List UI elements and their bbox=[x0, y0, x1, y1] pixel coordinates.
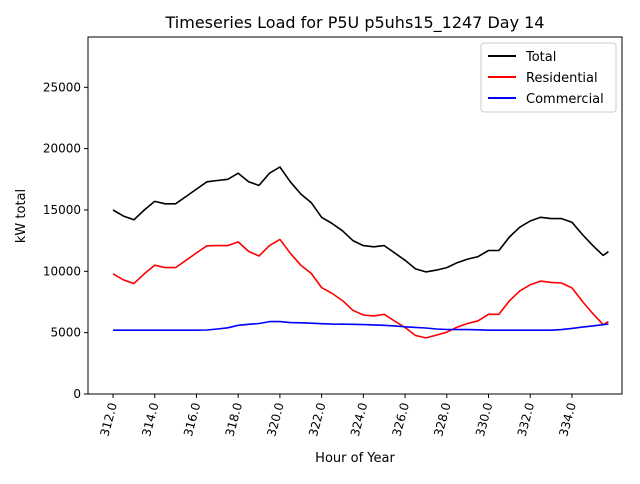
y-axis: 0 5000 10000 15000 20000 25000 bbox=[43, 80, 88, 401]
x-tick-label: 328.0 bbox=[431, 401, 453, 438]
legend-label: Residential bbox=[526, 71, 598, 86]
y-tick-label: 0 bbox=[73, 387, 81, 401]
x-tick-label: 312.0 bbox=[98, 401, 120, 438]
x-tick-label: 314.0 bbox=[139, 401, 161, 438]
chart-title: Timeseries Load for P5U p5uhs15_1247 Day… bbox=[165, 13, 545, 33]
legend-box bbox=[480, 42, 617, 113]
plot-area bbox=[112, 166, 609, 339]
x-tick-label: 332.0 bbox=[515, 401, 537, 438]
x-tick-label: 330.0 bbox=[473, 401, 495, 438]
series-line-commercial bbox=[113, 320, 609, 332]
series-line-total bbox=[112, 166, 609, 273]
x-axis: 312.0 314.0 316.0 318.0 320.0 322.0 324.0 326.0… bbox=[98, 394, 579, 438]
x-tick-label: 318.0 bbox=[223, 401, 245, 438]
x-tick-label: 322.0 bbox=[306, 401, 328, 438]
y-tick-label: 10000 bbox=[43, 264, 81, 278]
legend-label: Commercial bbox=[526, 92, 604, 107]
y-tick-label: 5000 bbox=[50, 326, 81, 340]
axes-frame bbox=[87, 36, 623, 395]
x-tick-label: 334.0 bbox=[556, 401, 578, 438]
x-tick-label: 320.0 bbox=[264, 401, 286, 438]
y-tick-label: 15000 bbox=[43, 203, 81, 217]
y-axis-label: kW total bbox=[14, 189, 29, 243]
x-tick-label: 326.0 bbox=[390, 401, 412, 438]
legend-label: Total bbox=[525, 50, 556, 65]
y-tick-label: 25000 bbox=[43, 80, 81, 94]
y-tick-label: 20000 bbox=[43, 142, 81, 156]
x-tick-label: 324.0 bbox=[348, 401, 370, 438]
x-axis-label: Hour of Year bbox=[315, 451, 395, 466]
x-tick-label: 316.0 bbox=[181, 401, 203, 438]
legend: Total Residential Commercial bbox=[480, 42, 617, 113]
series-line-residential bbox=[112, 238, 609, 339]
